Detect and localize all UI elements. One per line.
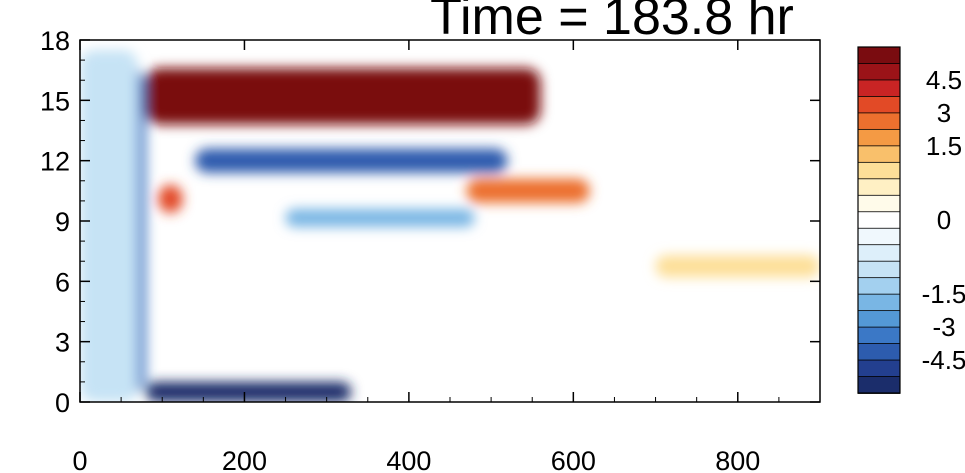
heatmap-feature-8 bbox=[80, 50, 138, 402]
colorbar-swatch bbox=[857, 310, 901, 328]
colorbar-swatch bbox=[857, 112, 901, 131]
colorbar-frame bbox=[857, 46, 901, 394]
plot-area bbox=[79, 39, 821, 403]
heatmap-feature-7 bbox=[655, 255, 820, 278]
y-tick-label: 9 bbox=[55, 207, 70, 237]
colorbar-swatch bbox=[857, 376, 901, 394]
colorbar-label: 4.5 bbox=[926, 65, 962, 95]
colorbar-swatch bbox=[857, 359, 901, 378]
y-tick-label: 3 bbox=[55, 328, 70, 358]
x-tick-label: 400 bbox=[386, 446, 431, 473]
heatmap-feature-0 bbox=[145, 68, 541, 125]
colorbar-swatch bbox=[857, 46, 901, 65]
heatmap-feature-2 bbox=[145, 381, 352, 402]
axes: 0 200 400 600 800 0 3 6 9 12 15 18 bbox=[40, 26, 820, 473]
x-tick-label: 0 bbox=[72, 446, 87, 473]
colorbar-swatch bbox=[857, 194, 901, 213]
y-tick-label: 15 bbox=[40, 86, 70, 116]
colorbar-swatch bbox=[857, 211, 901, 230]
heatmap-feature-1 bbox=[195, 148, 508, 173]
heatmap-feature-3 bbox=[466, 178, 590, 203]
colorbar-swatch bbox=[857, 343, 901, 361]
colorbar-swatch bbox=[857, 128, 901, 147]
x-tick-label: 600 bbox=[551, 446, 596, 473]
colorbar-swatch bbox=[857, 277, 901, 296]
colorbar-swatch bbox=[857, 63, 901, 81]
colorbar-swatch bbox=[857, 145, 901, 164]
colorbar-swatch bbox=[857, 293, 901, 312]
colorbar-label: 0 bbox=[937, 205, 951, 235]
x-tick-label: 800 bbox=[715, 446, 760, 473]
chart-title: Time = 183.8 hr bbox=[430, 0, 794, 46]
y-tick-label: 6 bbox=[55, 267, 70, 297]
colorbar-swatch bbox=[857, 326, 901, 345]
colorbar-label: 1.5 bbox=[926, 131, 962, 161]
colorbar: 4.531.5 0 -1.5-3-4.5 bbox=[857, 46, 965, 394]
colorbar-swatch bbox=[857, 96, 901, 114]
x-tick-label: 200 bbox=[222, 446, 267, 473]
heatmap-feature-5 bbox=[285, 208, 475, 228]
colorbar-label: -3 bbox=[932, 312, 955, 342]
heatmap-feature-4 bbox=[158, 184, 183, 213]
colorbar-label: 3 bbox=[937, 98, 951, 128]
colorbar-swatch bbox=[857, 161, 901, 180]
colorbar-swatch bbox=[857, 178, 901, 197]
y-tick-label: 18 bbox=[40, 26, 70, 56]
colorbar-swatch bbox=[857, 244, 901, 263]
colorbar-swatch bbox=[857, 79, 901, 98]
heatmap-field bbox=[80, 50, 820, 402]
y-tick-label: 0 bbox=[55, 388, 70, 418]
colorbar-swatch bbox=[857, 260, 901, 279]
colorbar-label: -1.5 bbox=[922, 279, 965, 309]
colorbar-swatch bbox=[857, 227, 901, 246]
y-tick-label: 12 bbox=[40, 147, 70, 177]
colorbar-label: -4.5 bbox=[922, 345, 965, 375]
